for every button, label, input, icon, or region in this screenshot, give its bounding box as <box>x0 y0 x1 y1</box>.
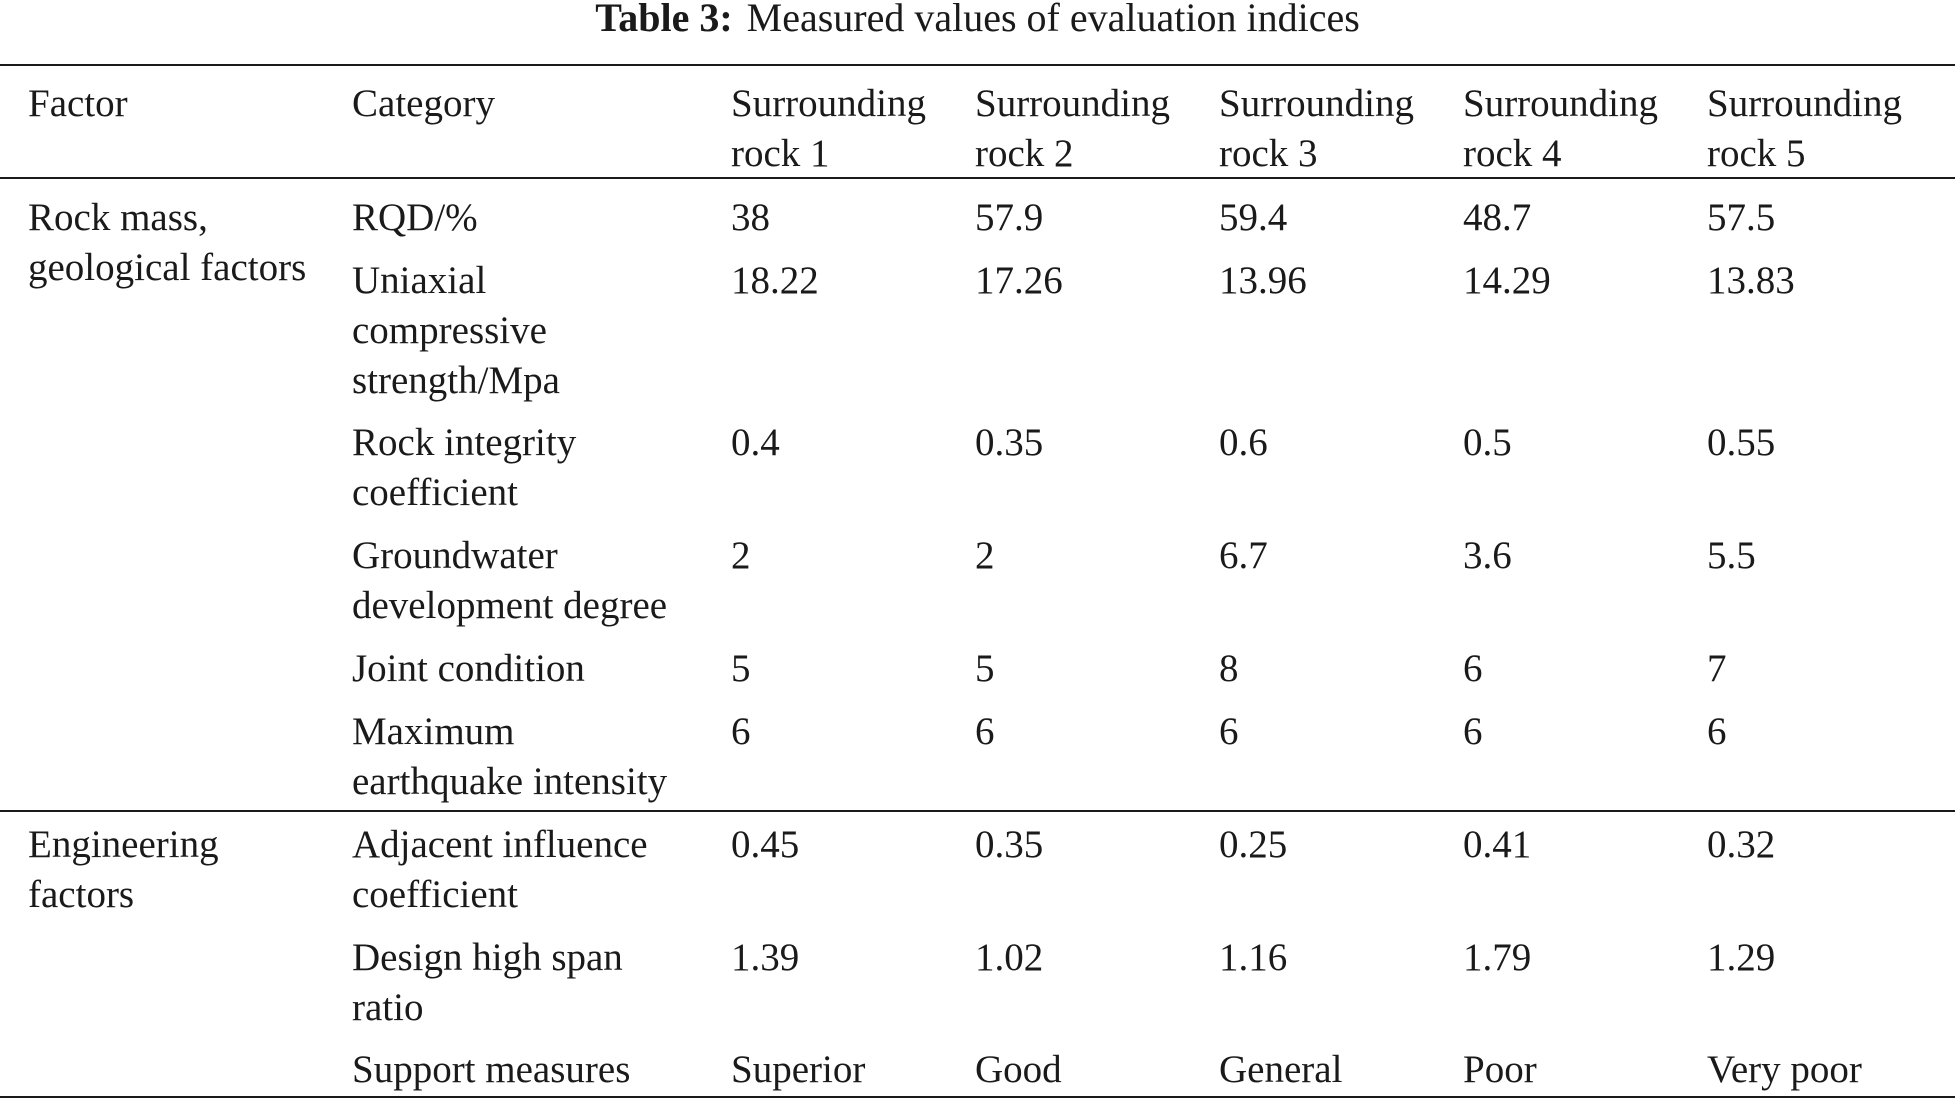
header-rock-2: Surrounding rock 2 <box>975 79 1170 179</box>
row-adjacent-value-1: 0.45 <box>731 823 800 866</box>
row-earthquake-category-line1: Maximum <box>352 710 515 753</box>
row-adjacent-value-3: 0.25 <box>1219 823 1288 866</box>
row-adjacent-value-5: 0.32 <box>1707 823 1776 866</box>
row-adjacent-category-line1: Adjacent influence <box>352 823 648 866</box>
group-rule <box>0 810 1955 812</box>
header-rock-2-line1: Surrounding <box>975 82 1170 125</box>
row-groundwater-category: Groundwater development degree <box>352 531 667 631</box>
row-span-ratio-value-5: 1.29 <box>1707 936 1776 979</box>
row-integrity-category-line1: Rock integrity <box>352 421 577 464</box>
row-rqd-category: RQD/% <box>352 196 478 239</box>
row-rqd-value-4: 48.7 <box>1463 196 1532 239</box>
row-span-ratio-value-4: 1.79 <box>1463 936 1532 979</box>
header-rock-1-line1: Surrounding <box>731 82 926 125</box>
row-integrity-value-4: 0.5 <box>1463 421 1512 464</box>
group-1-factor-line2: geological factors <box>28 246 307 289</box>
row-groundwater-value-3: 6.7 <box>1219 534 1268 577</box>
header-rock-4: Surrounding rock 4 <box>1463 79 1658 179</box>
row-support-value-3: General <box>1219 1048 1343 1091</box>
row-adjacent-value-4: 0.41 <box>1463 823 1532 866</box>
header-rock-5: Surrounding rock 5 <box>1707 79 1902 179</box>
row-rqd-value-1: 38 <box>731 196 770 239</box>
group-2-factor-line2: factors <box>28 873 135 916</box>
row-support-value-5: Very poor <box>1707 1048 1862 1091</box>
row-rqd-value-2: 57.9 <box>975 196 1044 239</box>
header-factor: Factor <box>28 82 128 125</box>
row-integrity-value-1: 0.4 <box>731 421 780 464</box>
header-rock-5-line2: rock 5 <box>1707 132 1806 175</box>
row-earthquake-value-3: 6 <box>1219 710 1239 753</box>
row-support-value-4: Poor <box>1463 1048 1537 1091</box>
table-caption-label: Table 3: <box>595 0 733 40</box>
row-earthquake-value-4: 6 <box>1463 710 1483 753</box>
header-rock-3-line2: rock 3 <box>1219 132 1318 175</box>
group-2-factor: Engineering factors <box>28 820 219 920</box>
group-1-factor-line1: Rock mass, <box>28 196 208 239</box>
row-span-ratio-value-3: 1.16 <box>1219 936 1288 979</box>
bottom-rule <box>0 1096 1955 1098</box>
row-ucs-value-1: 18.22 <box>731 259 819 302</box>
group-2-factor-line1: Engineering <box>28 823 219 866</box>
header-category: Category <box>352 82 495 125</box>
row-rqd-value-3: 59.4 <box>1219 196 1288 239</box>
row-earthquake-category: Maximum earthquake intensity <box>352 707 667 807</box>
row-groundwater-category-line2: development degree <box>352 584 668 627</box>
row-integrity-category: Rock integrity coefficient <box>352 418 576 518</box>
row-ucs-value-5: 13.83 <box>1707 259 1795 302</box>
table-caption: Table 3: Measured values of evaluation in… <box>0 0 1955 42</box>
row-adjacent-value-2: 0.35 <box>975 823 1044 866</box>
row-ucs-value-3: 13.96 <box>1219 259 1307 302</box>
header-rock-2-line2: rock 2 <box>975 132 1074 175</box>
row-adjacent-category-line2: coefficient <box>352 873 519 916</box>
row-integrity-value-3: 0.6 <box>1219 421 1268 464</box>
row-span-ratio-category: Design high span ratio <box>352 933 623 1033</box>
row-support-value-2: Good <box>975 1048 1062 1091</box>
row-joint-value-1: 5 <box>731 647 751 690</box>
table-caption-title: Measured values of evaluation indices <box>746 0 1360 40</box>
header-rock-4-line2: rock 4 <box>1463 132 1562 175</box>
row-earthquake-value-2: 6 <box>975 710 995 753</box>
row-span-ratio-value-1: 1.39 <box>731 936 800 979</box>
group-1-factor: Rock mass, geological factors <box>28 193 306 293</box>
row-joint-value-4: 6 <box>1463 647 1483 690</box>
header-rock-3: Surrounding rock 3 <box>1219 79 1414 179</box>
row-integrity-category-line2: coefficient <box>352 471 519 514</box>
row-earthquake-category-line2: earthquake intensity <box>352 760 668 803</box>
row-ucs-value-2: 17.26 <box>975 259 1063 302</box>
row-joint-value-5: 7 <box>1707 647 1727 690</box>
row-ucs-category: Uniaxial compressive strength/Mpa <box>352 256 560 406</box>
row-ucs-value-4: 14.29 <box>1463 259 1551 302</box>
row-integrity-value-2: 0.35 <box>975 421 1044 464</box>
header-rock-1: Surrounding rock 1 <box>731 79 926 179</box>
header-rock-1-line2: rock 1 <box>731 132 830 175</box>
row-groundwater-value-4: 3.6 <box>1463 534 1512 577</box>
row-groundwater-value-2: 2 <box>975 534 995 577</box>
top-rule <box>0 64 1955 66</box>
row-support-value-1: Superior <box>731 1048 866 1091</box>
row-ucs-category-line3: strength/Mpa <box>352 359 560 402</box>
header-rock-3-line1: Surrounding <box>1219 82 1414 125</box>
row-support-category: Support measures <box>352 1048 631 1091</box>
row-ucs-category-line1: Uniaxial <box>352 259 487 302</box>
row-groundwater-value-1: 2 <box>731 534 751 577</box>
row-span-ratio-category-line1: Design high span <box>352 936 623 979</box>
row-ucs-category-line2: compressive <box>352 309 547 352</box>
header-rock-5-line1: Surrounding <box>1707 82 1902 125</box>
row-joint-value-2: 5 <box>975 647 995 690</box>
row-adjacent-category: Adjacent influence coefficient <box>352 820 648 920</box>
header-rock-4-line1: Surrounding <box>1463 82 1658 125</box>
row-groundwater-category-line1: Groundwater <box>352 534 558 577</box>
row-joint-value-3: 8 <box>1219 647 1239 690</box>
row-earthquake-value-1: 6 <box>731 710 751 753</box>
row-joint-category: Joint condition <box>352 647 585 690</box>
row-earthquake-value-5: 6 <box>1707 710 1727 753</box>
row-rqd-value-5: 57.5 <box>1707 196 1776 239</box>
row-span-ratio-value-2: 1.02 <box>975 936 1044 979</box>
header-rule <box>0 177 1955 179</box>
row-groundwater-value-5: 5.5 <box>1707 534 1756 577</box>
row-span-ratio-category-line2: ratio <box>352 986 424 1029</box>
row-integrity-value-5: 0.55 <box>1707 421 1776 464</box>
